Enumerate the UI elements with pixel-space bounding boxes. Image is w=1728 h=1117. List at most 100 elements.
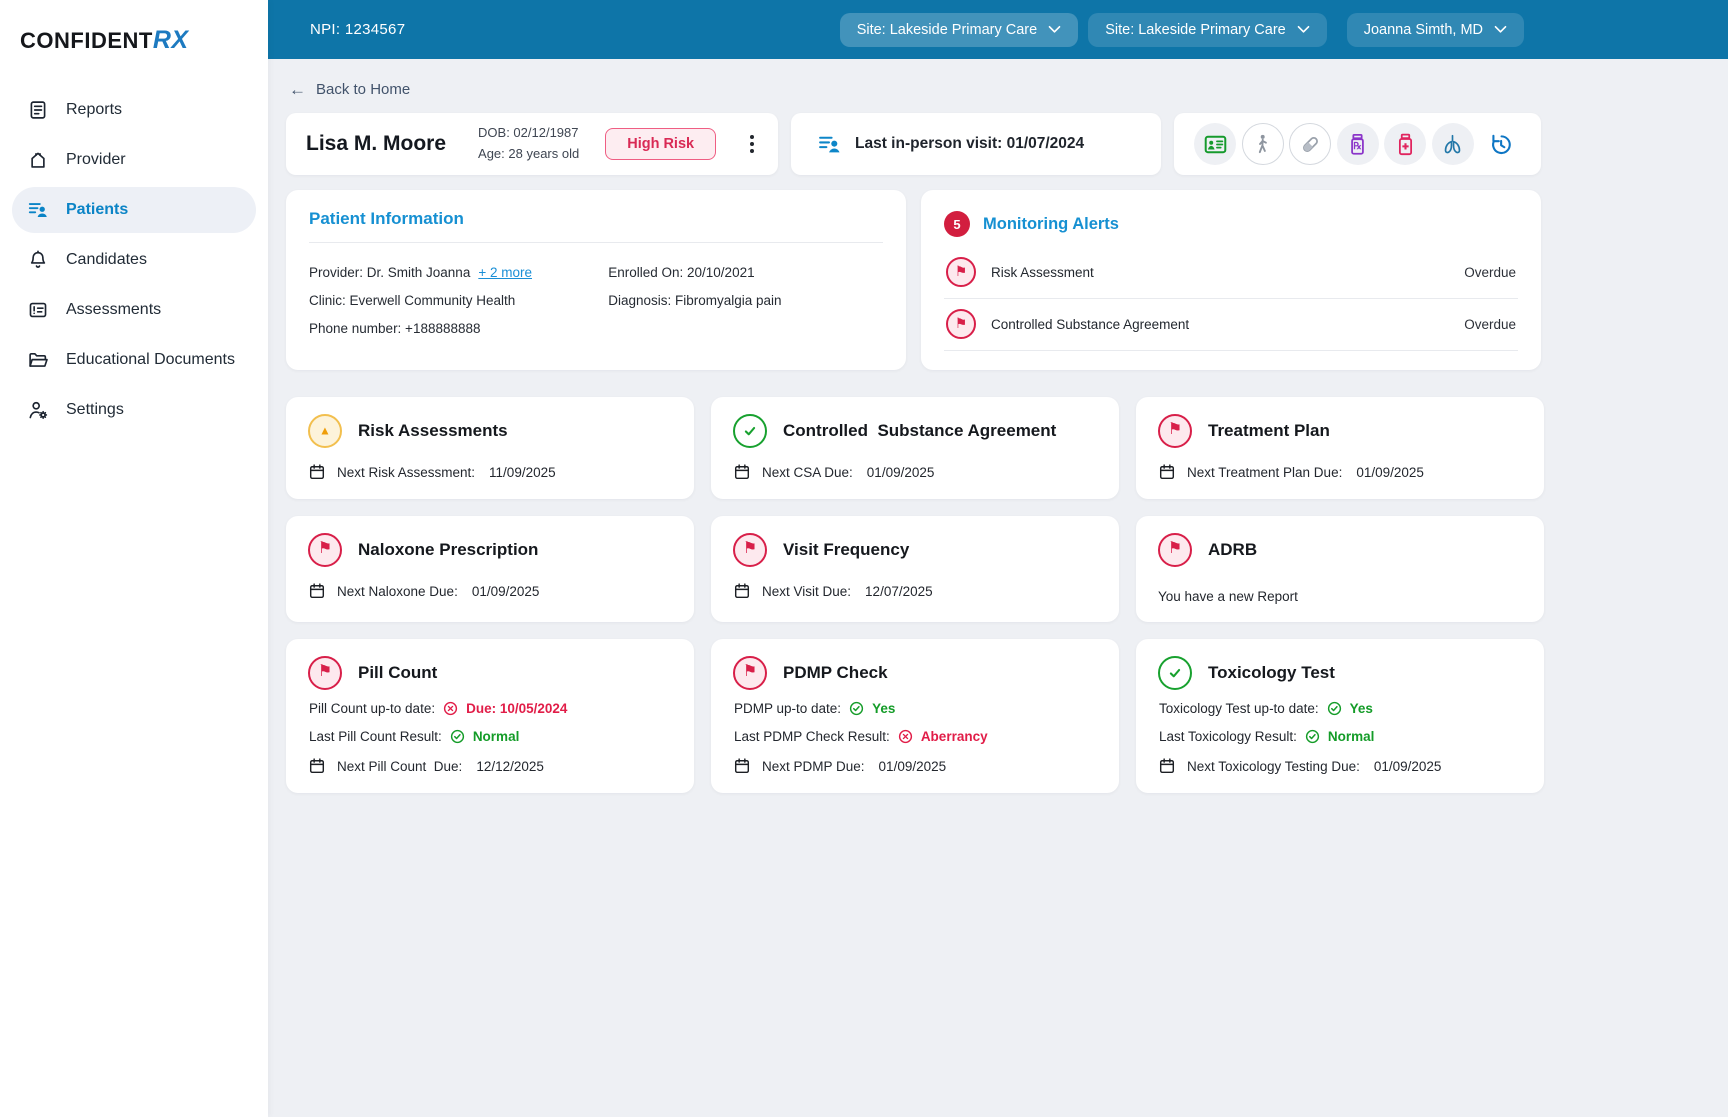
site-dropdown-2[interactable]: Site: Lakeside Primary Care [1088,12,1327,47]
patient-age: Age: 28 years old [478,146,580,161]
card-title: Visit Frequency [783,540,910,559]
patient-menu-kebab[interactable] [744,129,760,159]
sidebar: ConfidentRX Reports Provider Patients Ca… [0,0,268,1117]
rx-bottle-icon[interactable]: ℞ [1336,123,1379,165]
logo-text-confident: Confident [20,28,153,53]
sidebar-nav: Reports Provider Patients Candidates Ass… [0,85,268,435]
due-label: Next Pill Count Due: [337,758,463,774]
card-title: PDMP Check [783,663,888,682]
flag-icon: ⚑ [733,533,767,567]
alert-row-csa[interactable]: ⚑ Controlled Substance Agreement Overdue [944,299,1518,351]
warning-icon: ▲ [308,414,342,448]
uptodate-value: Yes [872,701,896,716]
chevron-down-icon [1494,25,1507,33]
check-circle-icon [733,414,767,448]
provider-field: Provider: Dr. Smith Joanna + 2 more [309,259,600,287]
card-title: Controlled Substance Agreement [783,421,1057,440]
sidebar-item-candidates[interactable]: Candidates [12,237,256,283]
back-to-home-link[interactable]: ← Back to Home [289,81,410,98]
calendar-icon [1159,464,1175,480]
adrb-card[interactable]: ⚑ ADRB You have a new Report [1136,516,1544,622]
due-value: 01/09/2025 [866,464,935,480]
sidebar-item-label: Assessments [66,301,162,318]
site-dropdown-1[interactable]: Site: Lakeside Primary Care [839,12,1079,47]
page-content: ← Back to Home Lisa M. Moore DOB: 02/12/… [268,59,1544,793]
sidebar-item-reports[interactable]: Reports [12,87,256,133]
csa-card[interactable]: Controlled Substance Agreement Next CSA … [711,397,1119,499]
medicine-bottle-icon[interactable] [1384,123,1426,165]
lungs-icon[interactable] [1431,123,1474,165]
result-value: Normal [472,729,520,744]
check-circle-icon [1158,656,1192,690]
phone-field: Phone number: +188888888 [309,321,481,336]
x-circle-icon [898,729,912,744]
clinic-field: Clinic: Everwell Community Health [309,293,516,308]
calendar-icon [734,464,750,480]
alert-label: Controlled Substance Agreement [991,316,1190,332]
history-icon[interactable] [1479,123,1521,165]
due-label: Next CSA Due: [762,464,853,480]
due-value: 01/09/2025 [1356,464,1424,480]
chevron-down-icon [1297,25,1310,33]
back-arrow-icon: ← [289,80,306,99]
flag-icon: ⚑ [308,533,342,567]
assessments-icon [29,302,47,318]
sidebar-item-label: Patients [66,201,129,218]
provider-more-link[interactable]: + 2 more [478,265,532,280]
calendar-icon [309,464,325,480]
sidebar-item-assessments[interactable]: Assessments [12,287,256,333]
toxicology-test-card[interactable]: Toxicology Test Toxicology Test up-to da… [1136,639,1544,793]
capsule-icon[interactable] [1289,123,1331,165]
risk-assessments-card[interactable]: ▲ Risk Assessments Next Risk Assessment:… [286,397,694,499]
npi-label: NPI: 1234567 [310,21,406,38]
monitoring-tiles-grid: ▲ Risk Assessments Next Risk Assessment:… [286,397,1544,793]
last-visit-card: Last in-person visit: 01/07/2024 [791,113,1161,175]
visit-frequency-card[interactable]: ⚑ Visit Frequency Next Visit Due: 12/07/… [711,516,1119,622]
flag-icon: ⚑ [1158,533,1192,567]
flag-icon: ⚑ [1158,414,1192,448]
sidebar-item-patients[interactable]: Patients [12,187,256,233]
svg-text:℞: ℞ [1353,141,1361,151]
card-title: Toxicology Test [1208,663,1335,682]
card-title: Naloxone Prescription [358,540,539,559]
card-title: Pill Count [358,663,438,682]
alert-label: Risk Assessment [991,264,1094,280]
patients-icon [28,203,47,217]
pdmp-check-card[interactable]: ⚑ PDMP Check PDMP up-to date: Yes Last P… [711,639,1119,793]
diagnosis-field: Diagnosis: Fibromyalgia pain [608,293,782,308]
sidebar-item-settings[interactable]: Settings [12,387,256,433]
app-logo[interactable]: ConfidentRX [0,14,268,85]
patient-information-title: Patient Information [309,209,883,243]
sidebar-item-educational-documents[interactable]: Educational Documents [12,337,256,383]
card-title: Risk Assessments [358,421,508,440]
uptodate-label: Pill Count up-to date: [309,701,436,716]
treatment-plan-card[interactable]: ⚑ Treatment Plan Next Treatment Plan Due… [1136,397,1544,499]
sidebar-item-provider[interactable]: Provider [12,137,256,183]
uptodate-label: PDMP up-to date: [734,701,842,716]
user-dropdown[interactable]: Joanna Simth, MD [1346,12,1524,47]
due-value: 12/07/2025 [865,583,933,599]
monitoring-alerts-title: Monitoring Alerts [983,214,1119,233]
due-label: Next Toxicology Testing Due: [1187,758,1360,774]
naloxone-card[interactable]: ⚑ Naloxone Prescription Next Naloxone Du… [286,516,694,622]
id-card-icon[interactable] [1194,123,1236,165]
walking-person-icon[interactable] [1241,123,1284,165]
alert-status: Overdue [1464,316,1516,332]
patient-header-row: Lisa M. Moore DOB: 02/12/1987 Age: 28 ye… [286,113,1541,175]
flag-icon: ⚑ [946,257,976,287]
patient-dob-age: DOB: 02/12/1987 Age: 28 years old [478,123,579,165]
calendar-icon [309,583,325,599]
adrb-note: You have a new Report [1158,589,1298,604]
calendar-icon [734,583,750,599]
calendar-icon [1159,758,1175,774]
due-value: 01/09/2025 [878,758,947,774]
pill-count-card[interactable]: ⚑ Pill Count Pill Count up-to date: Due:… [286,639,694,793]
alert-status: Overdue [1464,264,1516,280]
due-label: Next Treatment Plan Due: [1187,464,1343,480]
calendar-icon [734,758,750,774]
home-icon [31,152,45,168]
patients-icon [819,136,840,152]
uptodate-value: Yes [1349,701,1373,716]
alert-row-risk-assessment[interactable]: ⚑ Risk Assessment Overdue [944,247,1518,299]
